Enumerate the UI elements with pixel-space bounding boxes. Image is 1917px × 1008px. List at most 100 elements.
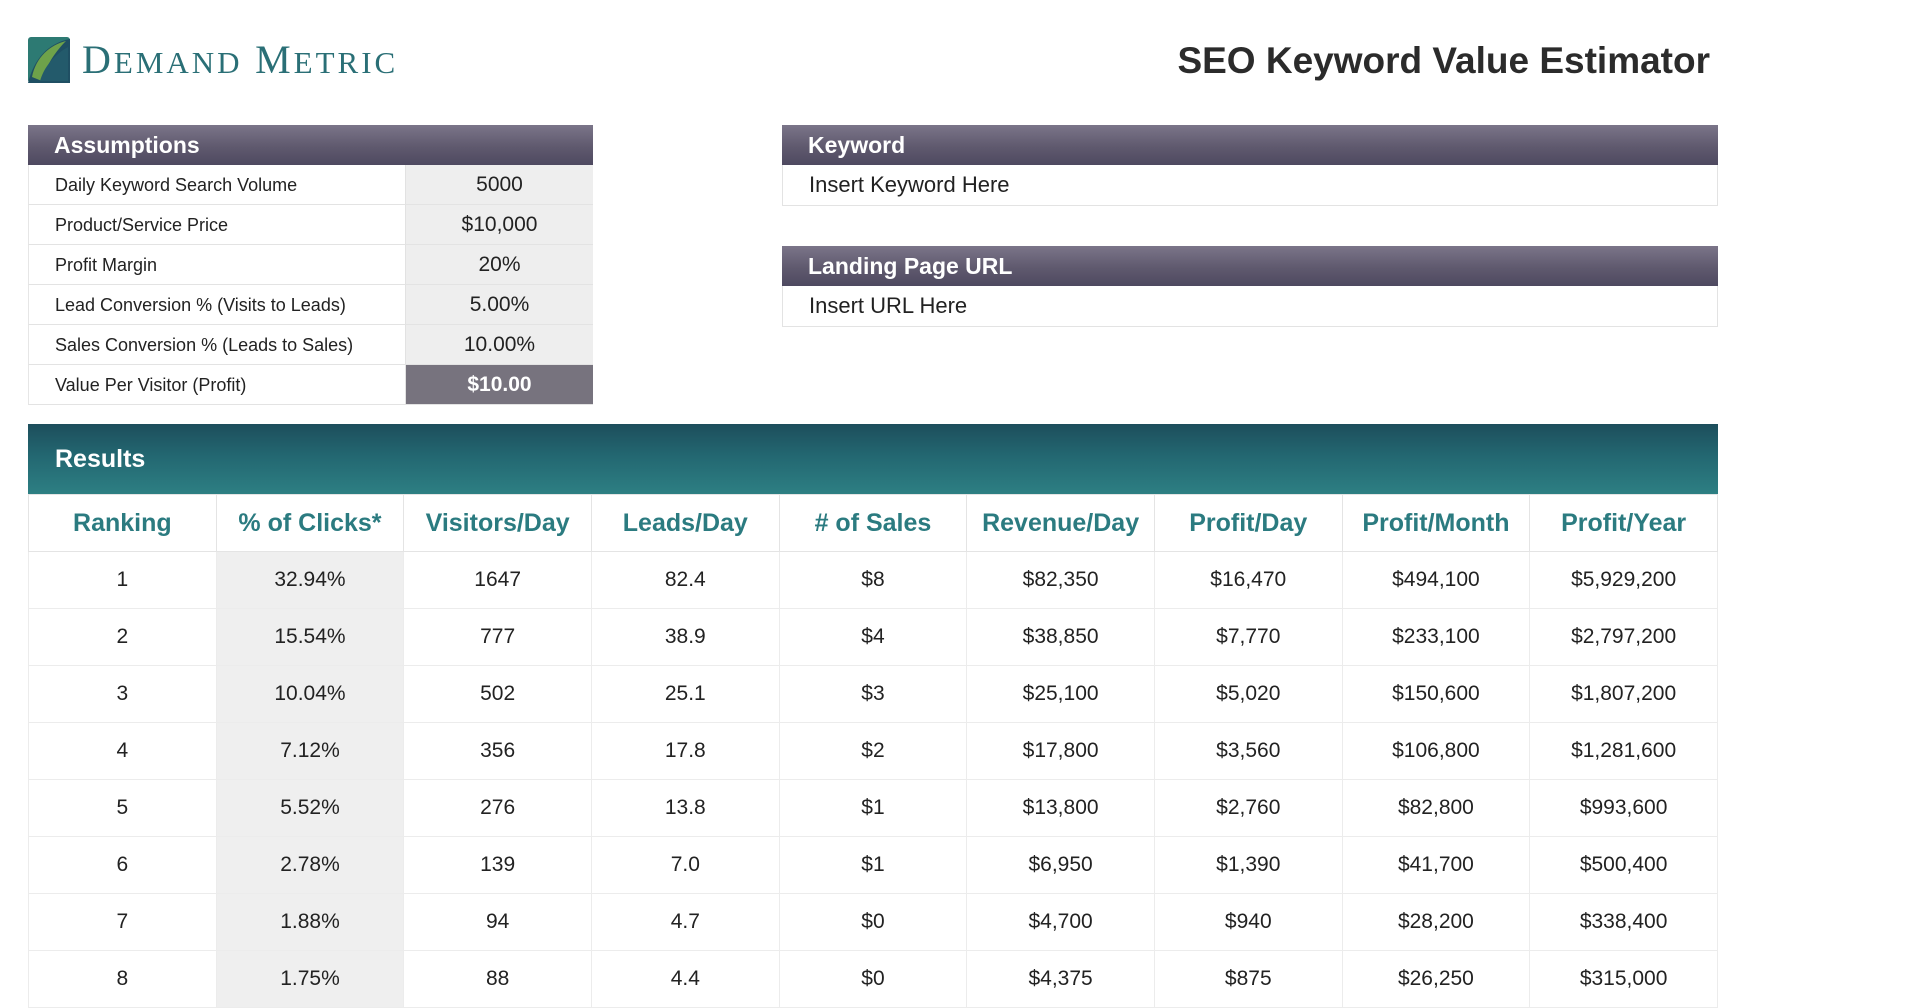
column-header: % of Clicks* [215, 494, 405, 552]
assumptions-panel: Assumptions Daily Keyword Search Volume … [28, 125, 593, 405]
table-cell: 4.4 [590, 950, 780, 1008]
column-header: Profit/Year [1529, 494, 1718, 552]
assumption-row: Value Per Visitor (Profit) $10.00 [28, 365, 593, 405]
table-cell[interactable]: 2.78% [215, 836, 405, 894]
profit-margin-value[interactable]: 20% [405, 245, 593, 284]
keyword-input[interactable]: Insert Keyword Here [782, 165, 1718, 206]
table-cell: $25,100 [966, 665, 1155, 723]
table-cell: $106,800 [1341, 722, 1531, 780]
table-row: 7 1.88% 94 4.7 $0 $4,700 $940 $28,200 $3… [28, 893, 1718, 951]
table-cell: 17.8 [590, 722, 780, 780]
table-cell: 3 [28, 665, 217, 723]
table-cell: $150,600 [1341, 665, 1531, 723]
page-title: SEO Keyword Value Estimator [1177, 40, 1710, 81]
table-row: 2 15.54% 777 38.9 $4 $38,850 $7,770 $233… [28, 608, 1718, 666]
table-cell: 139 [403, 836, 592, 894]
table-cell: $338,400 [1529, 893, 1718, 951]
table-cell: $26,250 [1341, 950, 1531, 1008]
table-row: 3 10.04% 502 25.1 $3 $25,100 $5,020 $150… [28, 665, 1718, 723]
table-cell: $4,700 [966, 893, 1155, 951]
results-panel: Results Ranking % of Clicks* Visitors/Da… [28, 424, 1718, 1008]
table-cell: $38,850 [966, 608, 1155, 666]
table-cell: $1,281,600 [1529, 722, 1718, 780]
landing-page-panel: Landing Page URL Insert URL Here [782, 246, 1718, 327]
assumption-label: Lead Conversion % (Visits to Leads) [55, 295, 346, 315]
table-cell: 88 [403, 950, 592, 1008]
assumption-row: Lead Conversion % (Visits to Leads) 5.00… [28, 285, 593, 325]
table-cell[interactable]: 7.12% [215, 722, 405, 780]
table-cell: $82,800 [1341, 779, 1531, 837]
table-cell[interactable]: 1.75% [215, 950, 405, 1008]
table-cell: 276 [403, 779, 592, 837]
table-cell: $17,800 [966, 722, 1155, 780]
column-header: Profit/Day [1153, 494, 1343, 552]
table-cell: $8 [778, 551, 968, 609]
table-cell: $500,400 [1529, 836, 1718, 894]
table-cell: 7 [28, 893, 217, 951]
lead-conversion-value[interactable]: 5.00% [405, 285, 593, 324]
table-cell[interactable]: 32.94% [215, 551, 405, 609]
keyword-panel: Keyword Insert Keyword Here [782, 125, 1718, 206]
assumption-label: Profit Margin [55, 255, 158, 275]
table-cell: $4,375 [966, 950, 1155, 1008]
column-header: # of Sales [778, 494, 968, 552]
table-cell[interactable]: 1.88% [215, 893, 405, 951]
table-cell: 4 [28, 722, 217, 780]
assumption-row: Profit Margin 20% [28, 245, 593, 285]
table-cell: 4.7 [590, 893, 780, 951]
table-row: 6 2.78% 139 7.0 $1 $6,950 $1,390 $41,700… [28, 836, 1718, 894]
product-price-value[interactable]: $10,000 [405, 205, 593, 244]
column-header: Profit/Month [1341, 494, 1531, 552]
table-cell: $2,760 [1153, 779, 1343, 837]
assumption-row: Sales Conversion % (Leads to Sales) 10.0… [28, 325, 593, 365]
assumption-row: Daily Keyword Search Volume 5000 [28, 165, 593, 205]
table-cell: $0 [778, 893, 968, 951]
column-header: Visitors/Day [403, 494, 592, 552]
table-cell: $1,390 [1153, 836, 1343, 894]
table-cell: 5 [28, 779, 217, 837]
table-cell[interactable]: 15.54% [215, 608, 405, 666]
table-row: 1 32.94% 1647 82.4 $8 $82,350 $16,470 $4… [28, 551, 1718, 609]
table-cell: $7,770 [1153, 608, 1343, 666]
table-cell: 356 [403, 722, 592, 780]
table-cell: $5,020 [1153, 665, 1343, 723]
table-cell[interactable]: 10.04% [215, 665, 405, 723]
landing-page-url-input[interactable]: Insert URL Here [782, 286, 1718, 327]
table-cell: 38.9 [590, 608, 780, 666]
table-cell[interactable]: 5.52% [215, 779, 405, 837]
table-cell: $82,350 [966, 551, 1155, 609]
assumption-row: Product/Service Price $10,000 [28, 205, 593, 245]
table-cell: $233,100 [1341, 608, 1531, 666]
table-row: 8 1.75% 88 4.4 $0 $4,375 $875 $26,250 $3… [28, 950, 1718, 1008]
daily-search-volume-value[interactable]: 5000 [405, 165, 593, 204]
table-cell: $993,600 [1529, 779, 1718, 837]
table-cell: 94 [403, 893, 592, 951]
table-cell: 13.8 [590, 779, 780, 837]
table-cell: 82.4 [590, 551, 780, 609]
table-cell: $3 [778, 665, 968, 723]
assumption-label: Product/Service Price [55, 215, 229, 235]
table-cell: $5,929,200 [1529, 551, 1718, 609]
table-cell: 7.0 [590, 836, 780, 894]
table-cell: 8 [28, 950, 217, 1008]
table-cell: 6 [28, 836, 217, 894]
landing-page-header: Landing Page URL [782, 246, 1718, 286]
table-cell: 1647 [403, 551, 592, 609]
brand-name: DEMAND METRIC [82, 37, 399, 82]
results-table: Ranking % of Clicks* Visitors/Day Leads/… [28, 494, 1718, 1008]
table-cell: 502 [403, 665, 592, 723]
brand-logo: DEMAND METRIC [28, 36, 398, 83]
table-cell: $2,797,200 [1529, 608, 1718, 666]
keyword-header: Keyword [782, 125, 1718, 165]
table-cell: $940 [1153, 893, 1343, 951]
table-cell: $41,700 [1341, 836, 1531, 894]
table-cell: $13,800 [966, 779, 1155, 837]
table-cell: $315,000 [1529, 950, 1718, 1008]
assumptions-header: Assumptions [28, 125, 593, 165]
demand-metric-logo-icon [28, 36, 70, 83]
value-per-visitor-value: $10.00 [405, 365, 593, 404]
results-header: Results [28, 424, 1718, 494]
sales-conversion-value[interactable]: 10.00% [405, 325, 593, 364]
assumption-label: Sales Conversion % (Leads to Sales) [55, 335, 354, 355]
table-cell: $6,950 [966, 836, 1155, 894]
